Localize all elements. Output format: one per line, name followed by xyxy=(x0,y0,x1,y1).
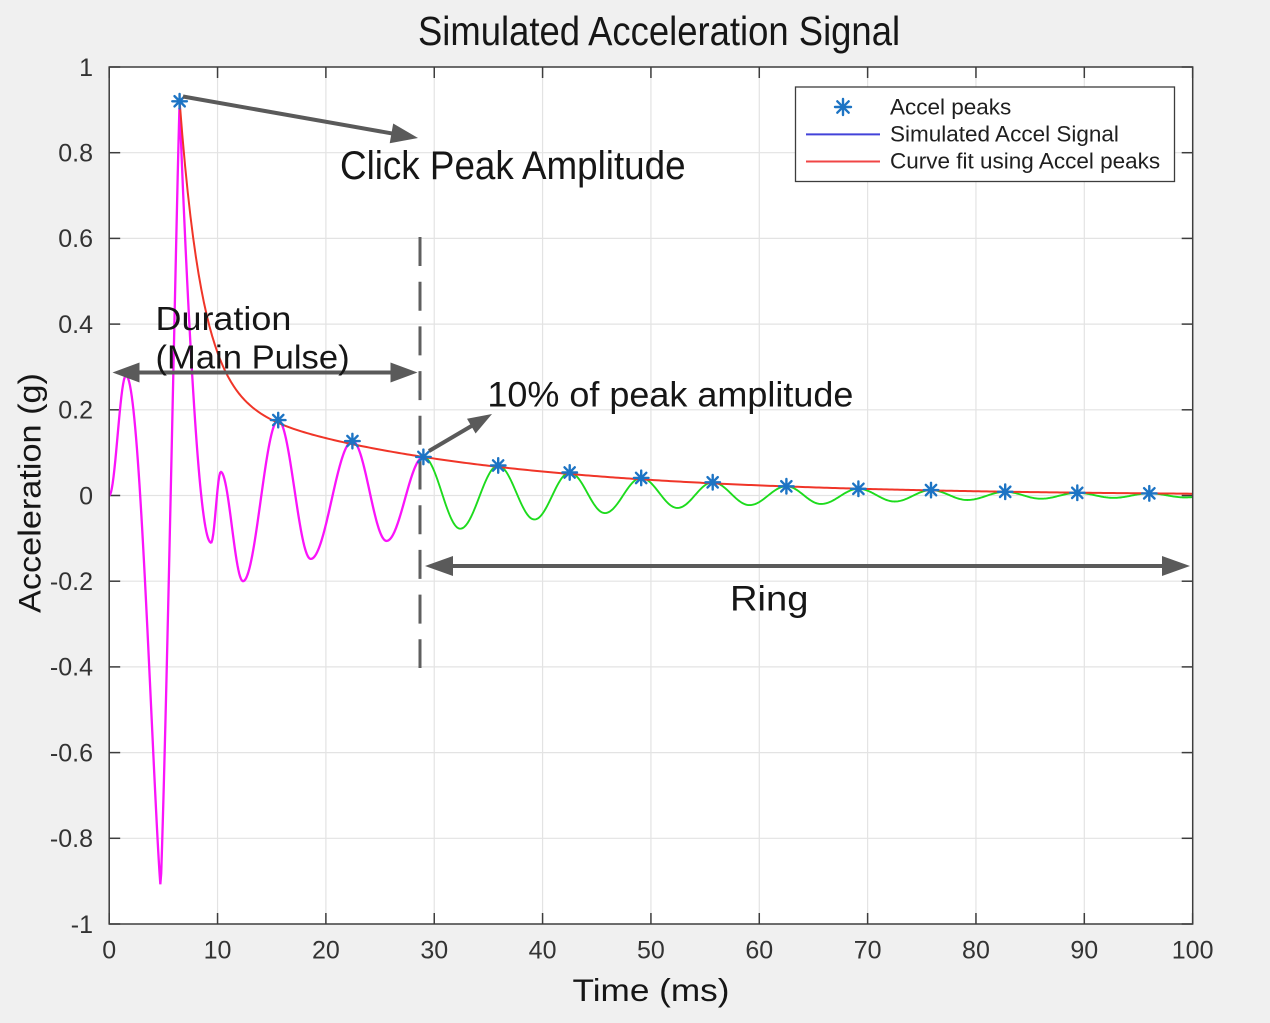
svg-text:Duration: Duration xyxy=(156,301,292,337)
svg-text:Click Peak Amplitude: Click Peak Amplitude xyxy=(340,144,686,189)
svg-text:10: 10 xyxy=(204,937,232,965)
svg-text:50: 50 xyxy=(637,937,665,965)
svg-text:1: 1 xyxy=(79,54,93,82)
svg-text:30: 30 xyxy=(420,937,448,965)
svg-text:Curve fit using Accel peaks: Curve fit using Accel peaks xyxy=(890,149,1160,174)
svg-text:-0.2: -0.2 xyxy=(50,568,93,596)
svg-text:-0.4: -0.4 xyxy=(50,654,93,682)
svg-text:(Main Pulse): (Main Pulse) xyxy=(156,339,350,376)
svg-text:Simulated Accel Signal: Simulated Accel Signal xyxy=(890,122,1119,147)
svg-text:Simulated Acceleration Signal: Simulated Acceleration Signal xyxy=(418,9,900,54)
svg-text:90: 90 xyxy=(1070,937,1098,965)
svg-text:-1: -1 xyxy=(71,911,93,939)
svg-text:-0.8: -0.8 xyxy=(50,825,93,853)
svg-text:80: 80 xyxy=(962,937,990,965)
svg-text:Time (ms): Time (ms) xyxy=(573,974,730,1009)
svg-text:-0.6: -0.6 xyxy=(50,739,93,767)
svg-text:0.6: 0.6 xyxy=(58,225,93,253)
svg-text:Acceleration (g): Acceleration (g) xyxy=(12,373,47,613)
svg-text:20: 20 xyxy=(312,937,340,965)
svg-text:60: 60 xyxy=(745,937,773,965)
svg-text:10% of peak amplitude: 10% of peak amplitude xyxy=(487,375,853,414)
svg-text:40: 40 xyxy=(529,937,557,965)
svg-text:Accel peaks: Accel peaks xyxy=(890,95,1011,120)
svg-text:0.2: 0.2 xyxy=(58,397,93,425)
svg-text:0.4: 0.4 xyxy=(58,311,93,339)
svg-text:0: 0 xyxy=(102,937,116,965)
svg-text:Ring: Ring xyxy=(730,579,808,618)
svg-text:100: 100 xyxy=(1172,937,1214,965)
svg-text:70: 70 xyxy=(854,937,882,965)
svg-text:0.8: 0.8 xyxy=(58,140,93,168)
svg-text:0: 0 xyxy=(79,482,93,510)
